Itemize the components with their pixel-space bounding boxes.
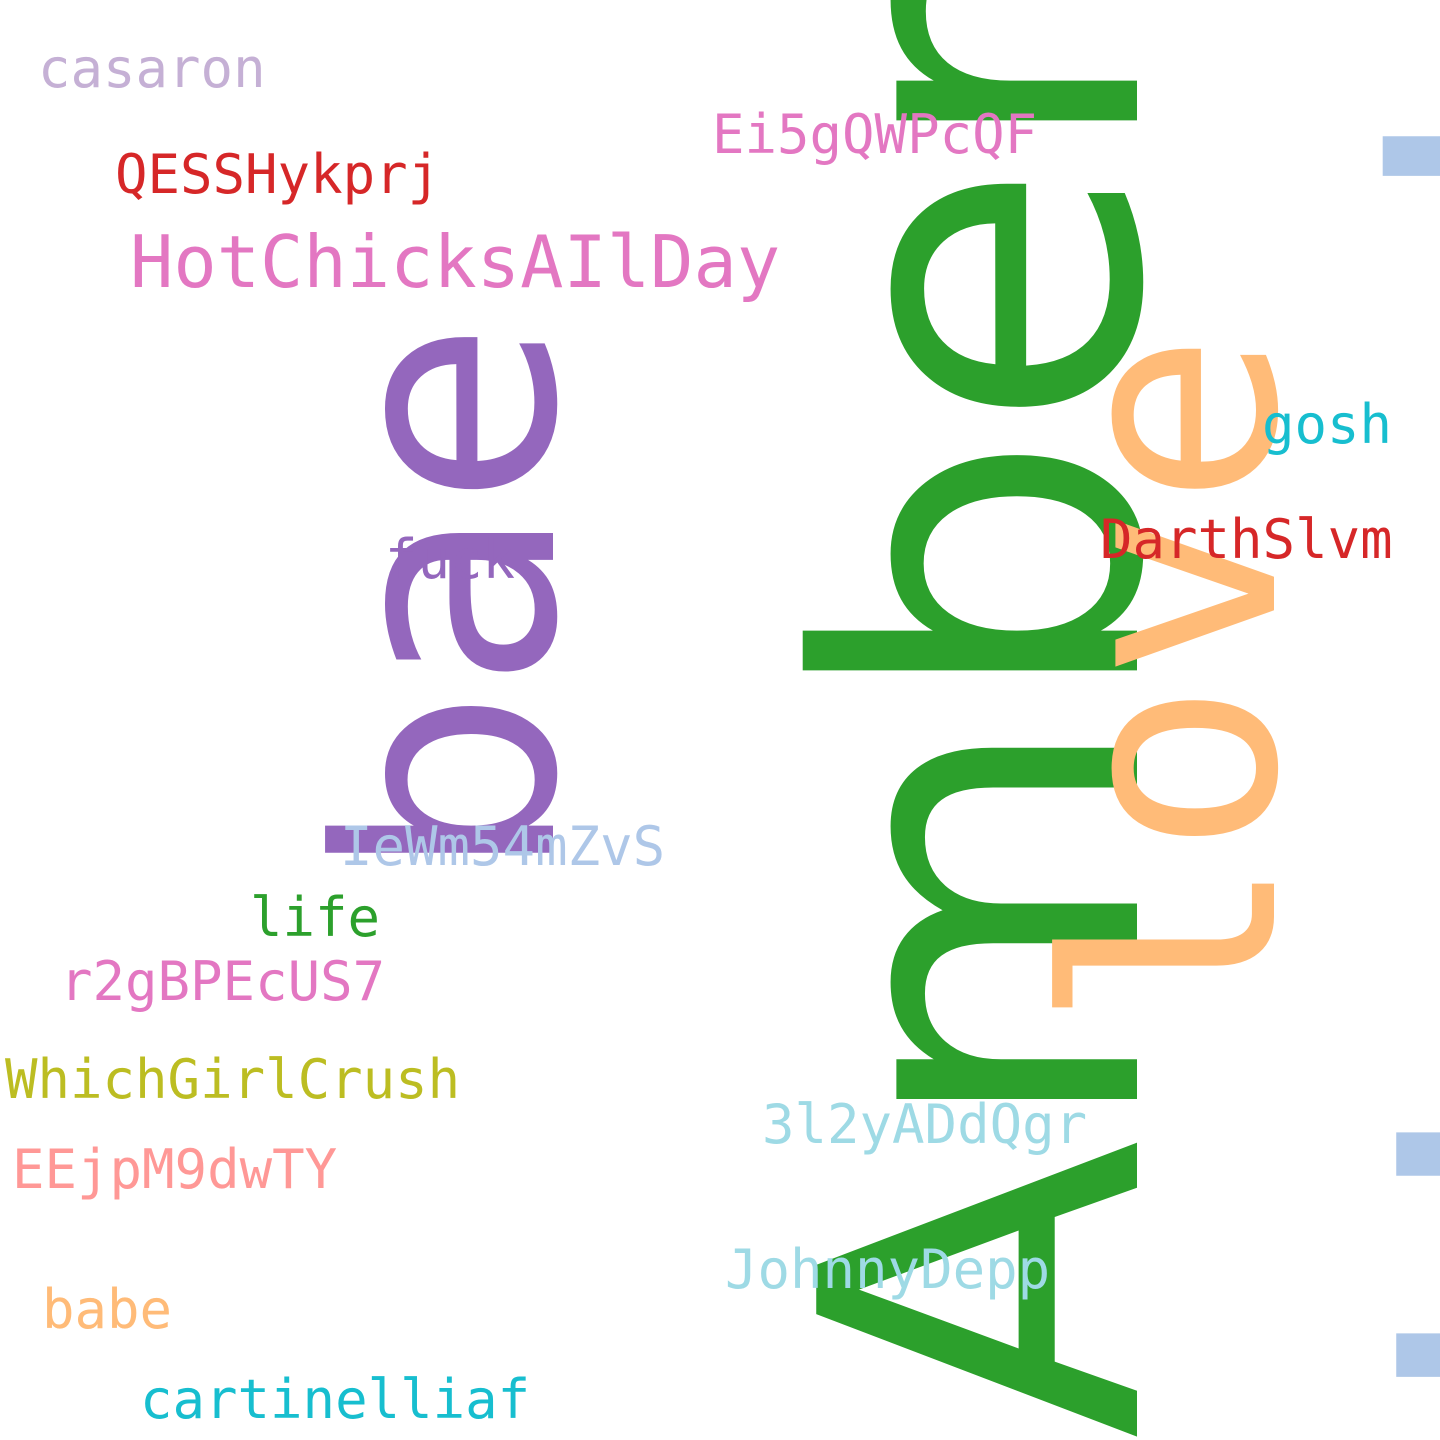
word-fuck: fuck bbox=[385, 528, 516, 591]
word-qesshykprj: QESSHykprj bbox=[115, 143, 441, 206]
word-bae: bae bbox=[275, 321, 624, 880]
word-babe: babe bbox=[42, 1278, 173, 1341]
word-life: life bbox=[250, 886, 381, 949]
word-cartinelliaf: cartinelliaf bbox=[140, 1368, 531, 1431]
word-darthslvm: DarthSlvm bbox=[1100, 508, 1393, 571]
word-eejpm9dwty: EEjpM9dwTY bbox=[12, 1138, 338, 1201]
word-iewm54mzvs: IeWm54mZvS bbox=[340, 815, 666, 878]
word-casaron: casaron bbox=[38, 37, 266, 100]
word-r2gbpecus7: r2gBPEcUS7 bbox=[60, 950, 386, 1013]
word-gosh: gosh bbox=[1262, 393, 1393, 456]
word-johnnydepp: JohnnyDepp bbox=[725, 1238, 1051, 1301]
word-heard: Heard bbox=[1309, 96, 1440, 1420]
word-ei5gqwpcqf: Ei5gQWPcQF bbox=[712, 103, 1038, 166]
word-whichgirlcrush: WhichGirlCrush bbox=[5, 1048, 461, 1111]
word-3l2yaddqgr: 3l2yADdQgr bbox=[762, 1093, 1088, 1156]
word-hotchicksailday: HotChicksAIlDay bbox=[130, 220, 781, 304]
